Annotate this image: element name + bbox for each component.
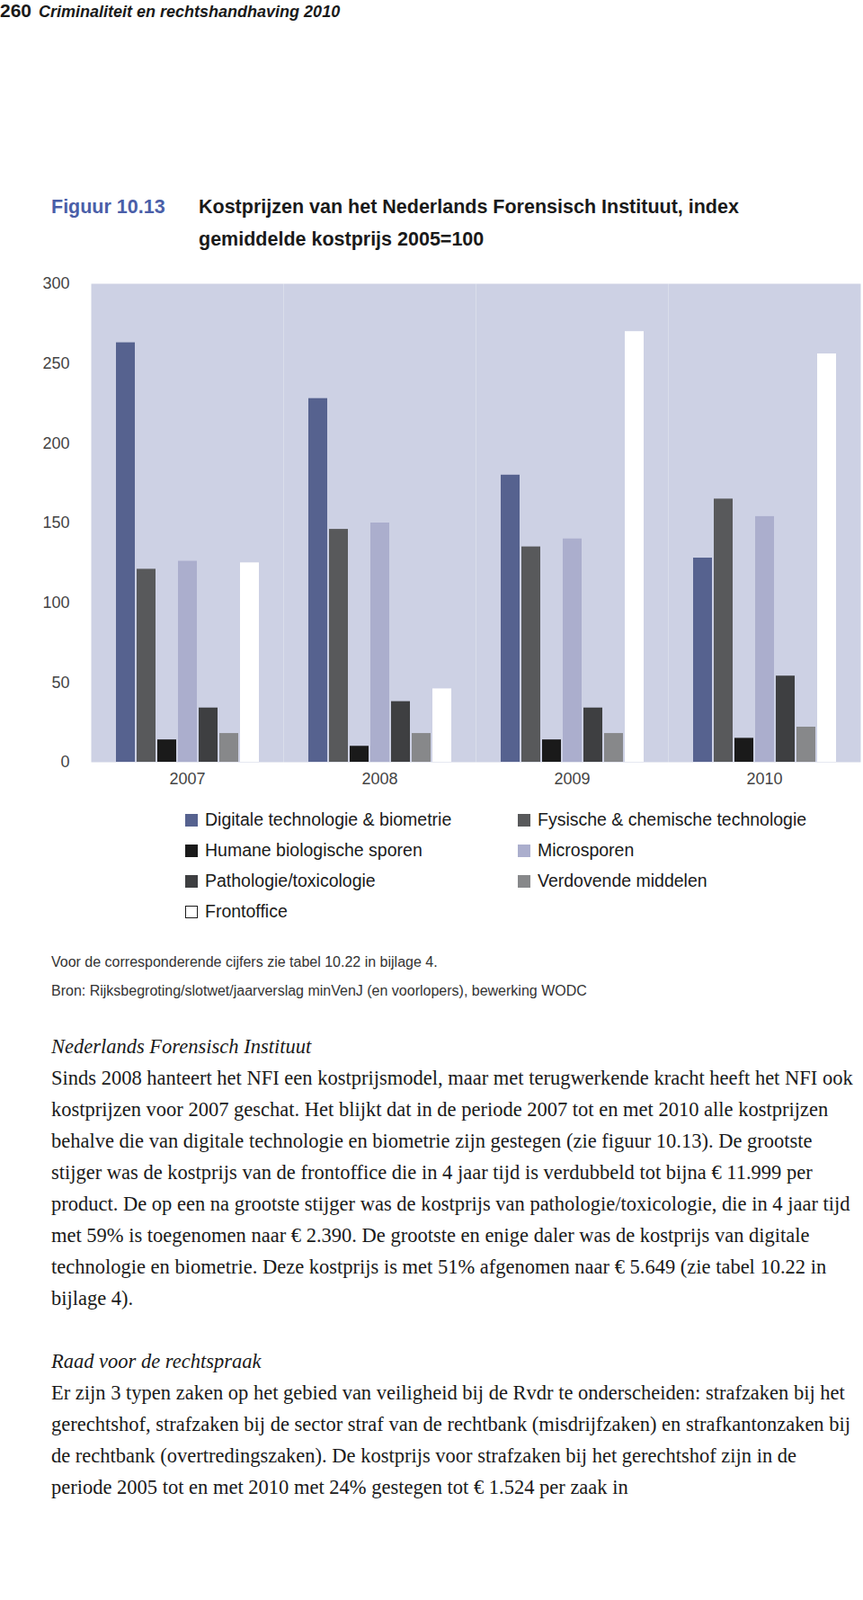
html-text:260 Criminaliteit en rechtshan: 260 Criminaliteit en rechtshandhaving 20… xyxy=(0,0,340,21)
svg-text:2007: 2007 xyxy=(169,769,205,788)
svg-text:100: 100 xyxy=(42,593,70,612)
html-text:Pathologie/toxicologie: Pathologie/toxicologie xyxy=(204,870,376,890)
svg-text:300: 300 xyxy=(42,274,70,293)
html-text:Kostprijzen van het Nederlands: Kostprijzen van het Nederlands Forensisc… xyxy=(198,195,739,250)
html-text:Raad voor de rechtspraak: Raad voor de rechtspraak xyxy=(51,1349,262,1372)
html-text:Digitale technologie & biometr: Digitale technologie & biometrie xyxy=(204,809,452,829)
html-text:Nederlands Forensisch Instituu: Nederlands Forensisch Instituut xyxy=(51,1034,312,1058)
svg-text:50: 50 xyxy=(51,673,70,692)
html-text:Bron: Rijksbegroting/slotwet/j: Bron: Rijksbegroting/slotwet/jaarverslag… xyxy=(51,982,587,998)
html-text:Figuur 10.13: Figuur 10.13 xyxy=(51,195,166,218)
svg-text:2009: 2009 xyxy=(553,769,590,788)
html-text:Humane biologische sporen: Humane biologische sporen xyxy=(204,839,423,860)
html-text:Microsporen: Microsporen xyxy=(537,839,635,860)
html-text:Fysische & chemische technolog: Fysische & chemische technologie xyxy=(537,809,807,829)
svg-text:0: 0 xyxy=(60,752,70,771)
svg-text:150: 150 xyxy=(42,513,70,532)
html-text:Voor de corresponderende cijfe: Voor de corresponderende cijfers zie tab… xyxy=(51,953,438,970)
html-text:Verdovende middelen: Verdovende middelen xyxy=(537,870,708,890)
html-text:Frontoffice: Frontoffice xyxy=(204,900,288,921)
html-text:Sinds 2008 hanteert het NFI ee: Sinds 2008 hanteert het NFI een kostprij… xyxy=(51,1066,853,1309)
svg-text:2008: 2008 xyxy=(361,769,398,788)
html-text:Er zijn 3 typen zaken op het g: Er zijn 3 typen zaken op het gebied van … xyxy=(51,1380,851,1498)
svg-text:2010: 2010 xyxy=(746,769,783,788)
svg-text:250: 250 xyxy=(42,354,70,373)
svg-text:200: 200 xyxy=(42,434,70,453)
